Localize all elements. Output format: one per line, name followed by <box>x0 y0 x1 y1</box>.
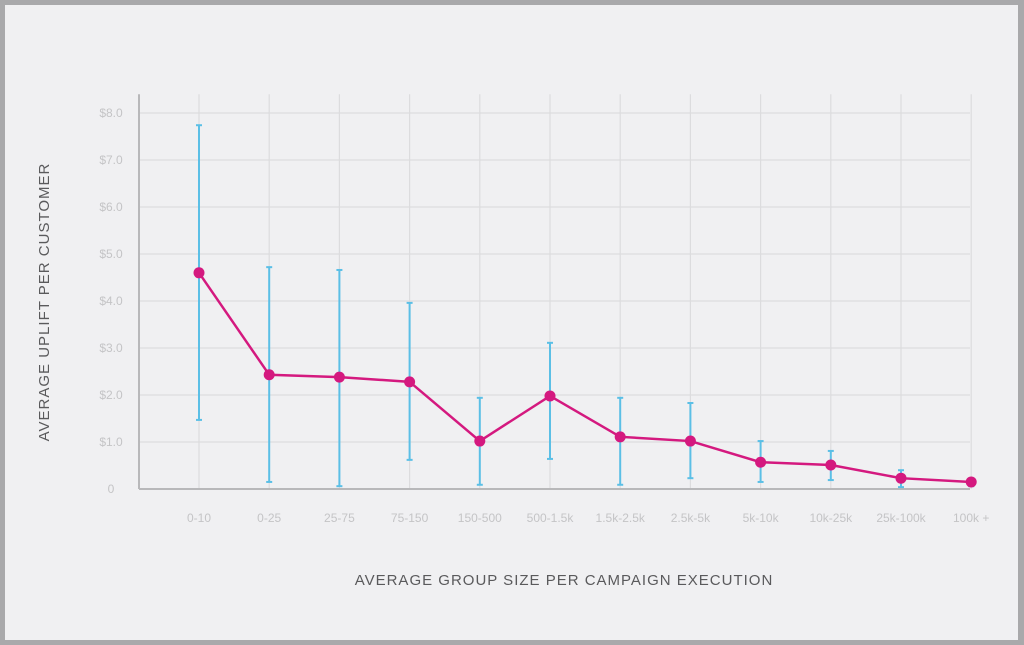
y-tick-label: $2.0 <box>99 388 123 402</box>
x-tick-label: 2.5k-5k <box>671 511 711 525</box>
x-tick-label: 25k-100k <box>876 511 926 525</box>
y-tick-label: $5.0 <box>99 247 123 261</box>
x-tick-label: 500-1.5k <box>527 511 575 525</box>
x-tick-labels: 0-10 0-25 25-75 75-150 150-500 500-1.5k 1.5k-2… <box>187 511 989 525</box>
x-tick-label: 75-150 <box>391 511 429 525</box>
x-tick-label: 150-500 <box>458 511 502 525</box>
y-tick-label: $8.0 <box>99 106 123 120</box>
chart: 0$1.0$2.0$3.0$4.0$5.0$6.0$7.0$8.0 0-10 0-… <box>36 94 989 589</box>
series-line <box>197 272 972 484</box>
y-tick-labels: 0 $1.0 $2.0 $3.0 $4.0 $5.0 $6.0 $7.0 $8.0 <box>99 106 123 496</box>
data-point <box>755 456 767 468</box>
grid <box>138 94 972 490</box>
x-tick-label: 0-25 <box>257 511 281 525</box>
x-tick-label: 0-10 <box>187 511 211 525</box>
data-point <box>404 376 416 388</box>
data-point <box>474 435 486 447</box>
data-point <box>825 459 837 471</box>
data-point <box>333 371 345 383</box>
x-tick-label: 5k-10k <box>743 511 780 525</box>
y-tick-label: $6.0 <box>99 200 123 214</box>
data-point <box>965 476 977 488</box>
error-bars <box>196 124 975 489</box>
y-tick-label: $1.0 <box>99 435 123 449</box>
y-tick-label: 0 <box>108 482 115 496</box>
x-axis-title: AVERAGE GROUP SIZE PER CAMPAIGN EXECUTIO… <box>355 572 774 589</box>
data-point <box>895 472 907 484</box>
x-tick-label: 100k + <box>953 511 989 525</box>
chart-panel: 0 $1.0 $2.0 $3.0 $4.0 $5.0 $6.0 $7.0 $8.0 0-10 0-… <box>5 5 1018 640</box>
data-point <box>614 431 626 443</box>
data-point <box>193 267 205 279</box>
x-tick-label: 10k-25k <box>809 511 853 525</box>
y-tick-label: $7.0 <box>99 153 123 167</box>
data-points <box>193 267 977 488</box>
y-tick-label: $3.0 <box>99 341 123 355</box>
x-tick-label: 1.5k-2.5k <box>596 511 646 525</box>
data-point <box>684 435 696 447</box>
y-tick-label: $4.0 <box>99 294 123 308</box>
x-tick-label: 25-75 <box>324 511 355 525</box>
series-polyline <box>197 272 972 484</box>
y-axis-title: AVERAGE UPLIFT PER CUSTOMER <box>36 163 53 442</box>
data-point <box>544 390 556 402</box>
data-point <box>263 369 275 381</box>
